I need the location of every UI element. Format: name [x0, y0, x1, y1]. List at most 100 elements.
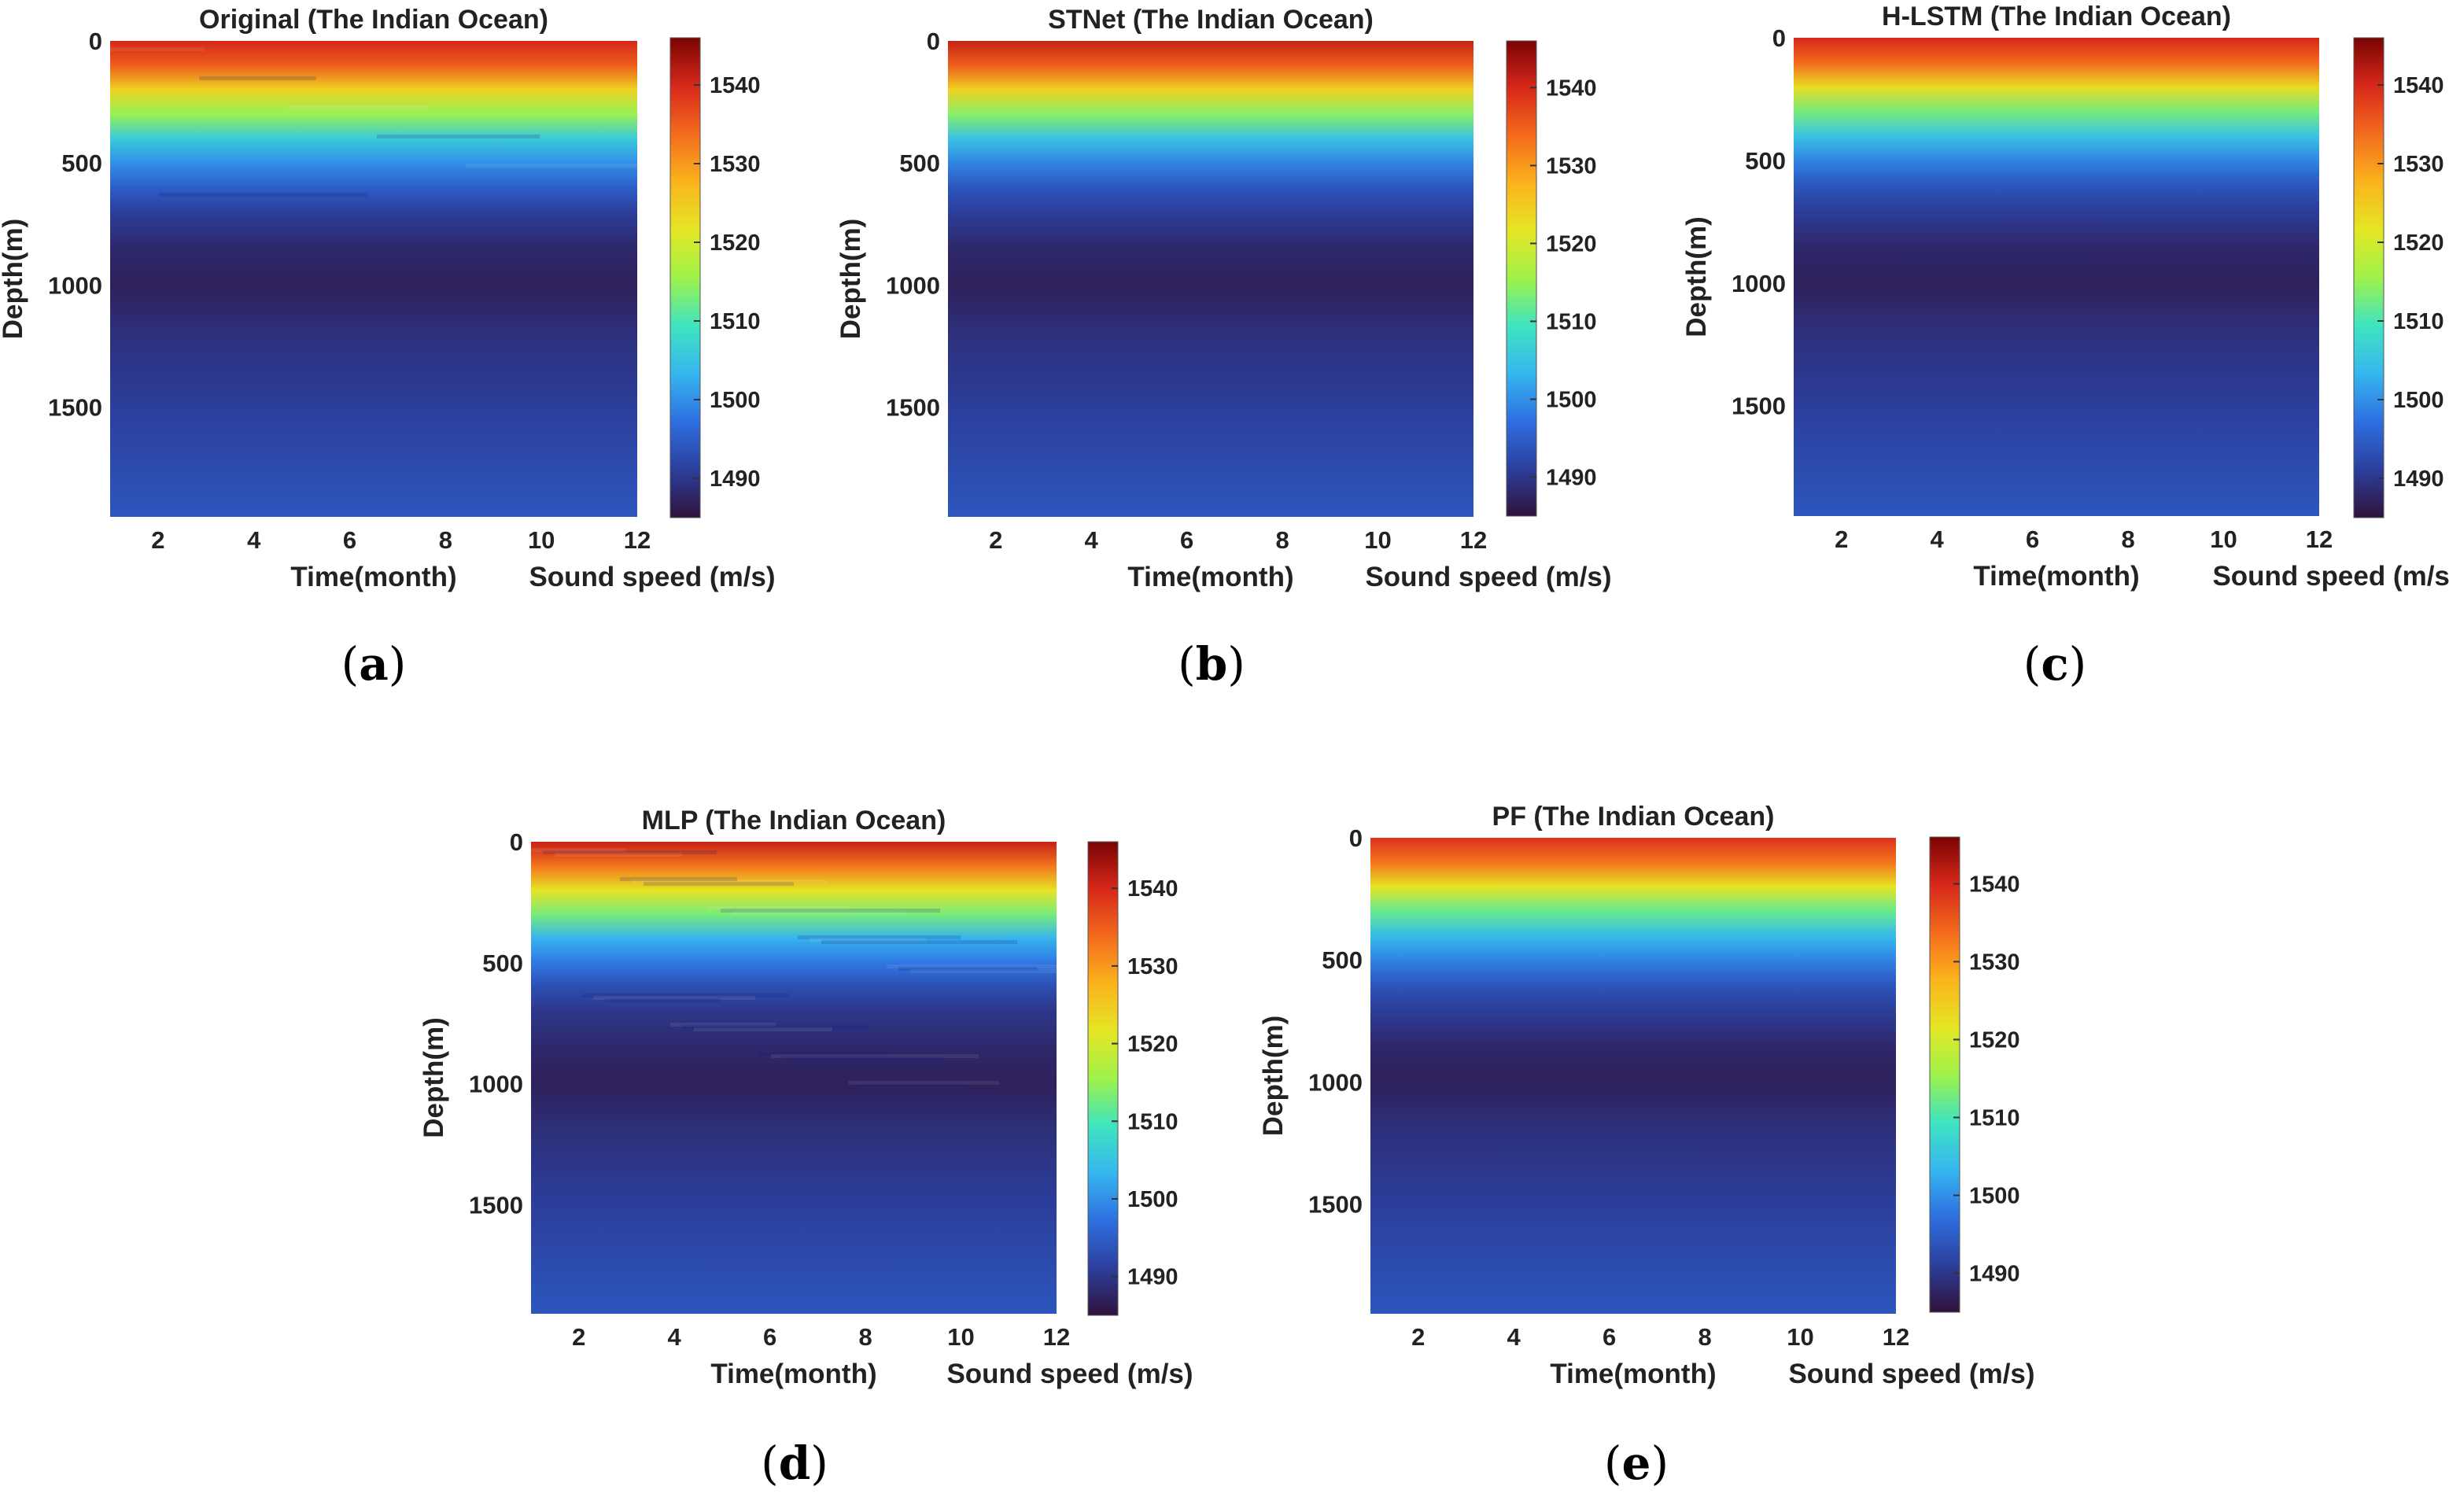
- colorbar-tick-label: 1530: [1969, 950, 2020, 975]
- colorbar-tick-label: 1510: [1127, 1109, 1178, 1134]
- heatmap-texture: [848, 1081, 999, 1085]
- heatmap-texture: [288, 105, 428, 109]
- colorbar-tick-label: 1500: [1969, 1183, 2020, 1208]
- x-tick-label: 8: [858, 1323, 872, 1351]
- panel-label-letter: e: [1622, 1436, 1651, 1490]
- colorbar-tick-label: 1500: [1546, 387, 1597, 412]
- panel-d: MLP (The Indian Ocean) 0 500 1000 1500 2 4 6 8 10…: [419, 806, 1193, 1490]
- heatmap-texture: [605, 998, 721, 1002]
- heatmap-texture: [783, 1057, 944, 1060]
- heatmap-texture: [466, 164, 651, 168]
- x-tick-label: 10: [2210, 526, 2237, 553]
- x-tick-label: 2: [1411, 1323, 1425, 1351]
- heatmap-texture: [732, 911, 905, 915]
- colorbar-tick-label: 1520: [710, 230, 761, 256]
- colorbar-tick-label: 1510: [710, 309, 761, 334]
- colorbar: [1506, 40, 1537, 517]
- y-tick-label: 1500: [1308, 1190, 1363, 1218]
- x-tick-label: 12: [1883, 1323, 1909, 1351]
- colorbar-tick-label: 1540: [710, 73, 761, 98]
- chart-title: H-LSTM (The Indian Ocean): [1882, 2, 2231, 31]
- panel-e: PF (The Indian Ocean) 0 500 1000 1500 2 4 6 8 10 1…: [1258, 802, 2035, 1490]
- heatmap-texture: [682, 1025, 867, 1029]
- panel-label-close: ): [2069, 637, 2087, 691]
- y-tick-label: 500: [899, 149, 940, 177]
- heatmap-texture: [771, 1054, 979, 1058]
- panel-b: STNet (The Indian Ocean) 0 500 1000 1500 2 4 6 8…: [835, 5, 1612, 691]
- panel-label-close: ): [1650, 1436, 1669, 1490]
- heatmap-texture: [860, 1083, 964, 1087]
- y-tick-label: 0: [510, 828, 523, 856]
- x-tick-label: 4: [668, 1323, 682, 1351]
- x-tick-label: 10: [1364, 526, 1391, 554]
- y-tick-label: 0: [1349, 824, 1363, 852]
- colorbar-tick-label: 1510: [1546, 309, 1597, 334]
- colorbar-tick-label: 1500: [1127, 1187, 1178, 1212]
- y-tick-label: 500: [61, 149, 102, 177]
- x-tick-label: 8: [1698, 1323, 1711, 1351]
- colorbar-label: Sound speed (m/s): [1365, 562, 1611, 592]
- x-axis-label: Time(month): [710, 1359, 876, 1389]
- colorbar-tick-label: 1510: [1969, 1105, 2020, 1130]
- x-tick-label: 4: [1931, 526, 1945, 553]
- colorbar-label: Sound speed (m/s): [1788, 1359, 2034, 1389]
- colorbar-tick-label: 1510: [2393, 309, 2444, 334]
- heatmap-texture: [798, 935, 961, 939]
- heatmap-texture: [531, 848, 625, 852]
- panel-label-close: ): [1227, 637, 1245, 691]
- colorbar-tick-label: 1520: [1546, 231, 1597, 256]
- colorbar-tick-label: 1490: [1969, 1261, 2020, 1286]
- colorbar-tick-label: 1500: [710, 388, 761, 413]
- colorbar-label: Sound speed (m/s): [2212, 561, 2449, 592]
- heatmap-field: [1794, 38, 2319, 516]
- colorbar-tick-label: 1530: [710, 152, 761, 177]
- colorbar: [669, 37, 701, 518]
- heatmap-texture: [543, 850, 717, 854]
- heatmap-field: [531, 842, 1057, 1314]
- colorbar: [1087, 841, 1119, 1316]
- colorbar-tick-label: 1520: [2393, 230, 2444, 256]
- colorbar-tick-label: 1490: [2393, 467, 2444, 492]
- y-tick-label: 1000: [1308, 1068, 1363, 1096]
- heatmap-field: [948, 41, 1473, 517]
- panel-label-letter: d: [779, 1436, 811, 1490]
- x-tick-label: 6: [2026, 526, 2039, 553]
- y-axis-label: Depth(m): [0, 219, 28, 340]
- panel-a: Original (The Indian Ocean) 0 500 1000 1500 2…: [0, 5, 776, 691]
- heatmap-texture: [199, 76, 316, 80]
- panel-label-open: (: [1604, 1436, 1622, 1490]
- x-tick-label: 8: [2121, 526, 2134, 553]
- x-tick-label: 6: [763, 1323, 776, 1351]
- heatmap-texture: [810, 938, 926, 942]
- x-axis-label: Time(month): [290, 562, 456, 592]
- y-tick-label: 0: [89, 28, 102, 55]
- x-tick-label: 10: [1787, 1323, 1813, 1351]
- panel-label-open: (: [2023, 637, 2041, 691]
- heatmap-texture: [110, 47, 205, 51]
- colorbar-tick-label: 1490: [1546, 465, 1597, 490]
- colorbar-tick-label: 1540: [2393, 73, 2444, 98]
- y-tick-label: 1000: [48, 271, 102, 299]
- heatmap-texture: [581, 994, 790, 998]
- x-tick-label: 6: [343, 526, 356, 554]
- heatmap-texture: [620, 877, 737, 881]
- panel-label-letter: a: [359, 637, 389, 691]
- y-tick-label: 1500: [1732, 393, 1786, 420]
- x-tick-label: 4: [247, 526, 261, 554]
- x-tick-label: 12: [624, 526, 651, 554]
- colorbar-label: Sound speed (m/s): [946, 1359, 1193, 1389]
- x-axis-label: Time(month): [1973, 561, 2139, 592]
- colorbar-tick-label: 1530: [2393, 152, 2444, 177]
- y-tick-label: 1500: [48, 393, 102, 421]
- panel-label-open: (: [341, 637, 360, 691]
- y-tick-label: 1500: [469, 1192, 523, 1219]
- x-tick-label: 2: [1835, 526, 1848, 553]
- chart-title: MLP (The Indian Ocean): [642, 806, 946, 835]
- colorbar-tick-label: 1490: [1127, 1265, 1178, 1290]
- heatmap-texture: [910, 969, 1129, 973]
- panel-label: (e): [1604, 1436, 1669, 1490]
- y-tick-label: 500: [1745, 147, 1786, 175]
- panel-label: (c): [2023, 637, 2087, 691]
- colorbar-tick-label: 1490: [710, 467, 761, 492]
